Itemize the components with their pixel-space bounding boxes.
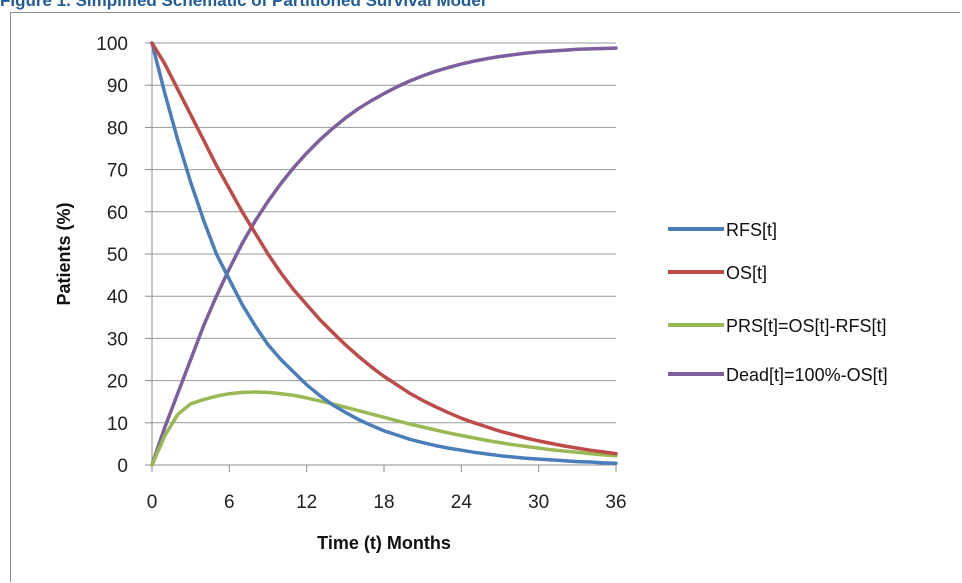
- series-line-3: [150, 46, 618, 467]
- y-axis-ticks: 0 10 20 30 40 50 60 70 80 90 100: [96, 34, 152, 477]
- y-tick-label: 50: [107, 245, 128, 266]
- legend-label: RFS[t]: [726, 220, 777, 240]
- y-tick-label: 20: [107, 372, 128, 393]
- legend: RFS[t] OS[t] PRS[t]=OS[t]-RFS[t] Dead[t]=10…: [668, 220, 888, 385]
- y-tick-label: 10: [107, 414, 128, 435]
- y-tick-label: 80: [107, 118, 128, 139]
- series-lines: [150, 41, 618, 467]
- x-tick-label: 24: [451, 492, 473, 513]
- x-tick-label: 0: [147, 492, 158, 513]
- x-tick-label: 12: [296, 492, 317, 513]
- series-line-1: [150, 41, 618, 456]
- y-tick-label: 100: [96, 34, 128, 55]
- series-line-2: [150, 390, 618, 467]
- figure-caption: Figure 1. Simplified Schematic of Partit…: [0, 0, 486, 10]
- y-tick-label: 0: [117, 456, 128, 477]
- y-tick-label: 30: [107, 329, 128, 350]
- series-line-0: [150, 41, 618, 466]
- y-axis-title: Patients (%): [54, 202, 74, 305]
- x-axis-ticks: 0 6 12 18 24 30 36: [147, 465, 627, 513]
- x-tick-label: 18: [373, 492, 394, 513]
- x-tick-label: 30: [528, 492, 549, 513]
- chart-frame: [10, 12, 960, 582]
- y-tick-label: 90: [107, 76, 128, 97]
- x-axis-title: Time (t) Months: [317, 533, 451, 553]
- x-tick-label: 36: [605, 492, 626, 513]
- x-tick-label: 6: [224, 492, 235, 513]
- legend-label: PRS[t]=OS[t]-RFS[t]: [726, 316, 887, 336]
- legend-label: OS[t]: [726, 263, 767, 283]
- legend-label: Dead[t]=100%-OS[t]: [726, 365, 888, 385]
- gridlines: [151, 42, 616, 466]
- y-tick-label: 40: [107, 287, 128, 308]
- y-tick-label: 70: [107, 161, 128, 182]
- y-tick-label: 60: [107, 203, 128, 224]
